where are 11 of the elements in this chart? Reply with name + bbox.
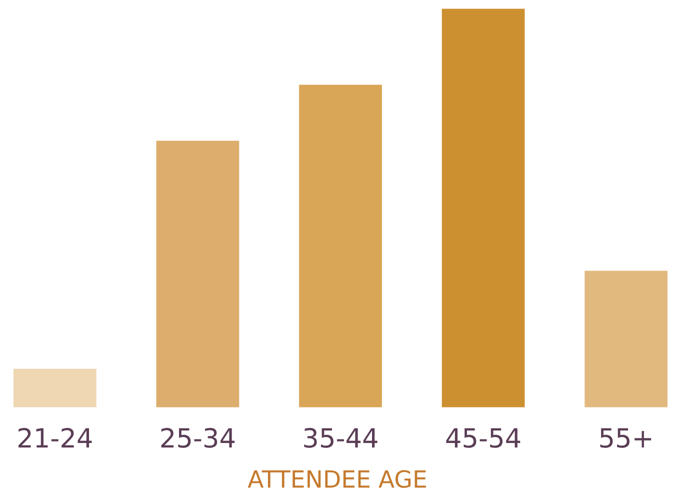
x-tick-label: 35-44 (304, 428, 378, 448)
x-tick-label: 25-34 (161, 428, 235, 448)
bar (154, 139, 241, 408)
bar (298, 83, 384, 408)
x-tick-label: 45-54 (446, 428, 520, 448)
bar (583, 269, 669, 408)
x-tick-label: 55+ (600, 428, 652, 448)
x-axis-title: ATTENDEE AGE (248, 470, 426, 488)
x-tick-label: 21-24 (18, 428, 92, 448)
bar (12, 367, 98, 408)
bar (440, 8, 526, 408)
